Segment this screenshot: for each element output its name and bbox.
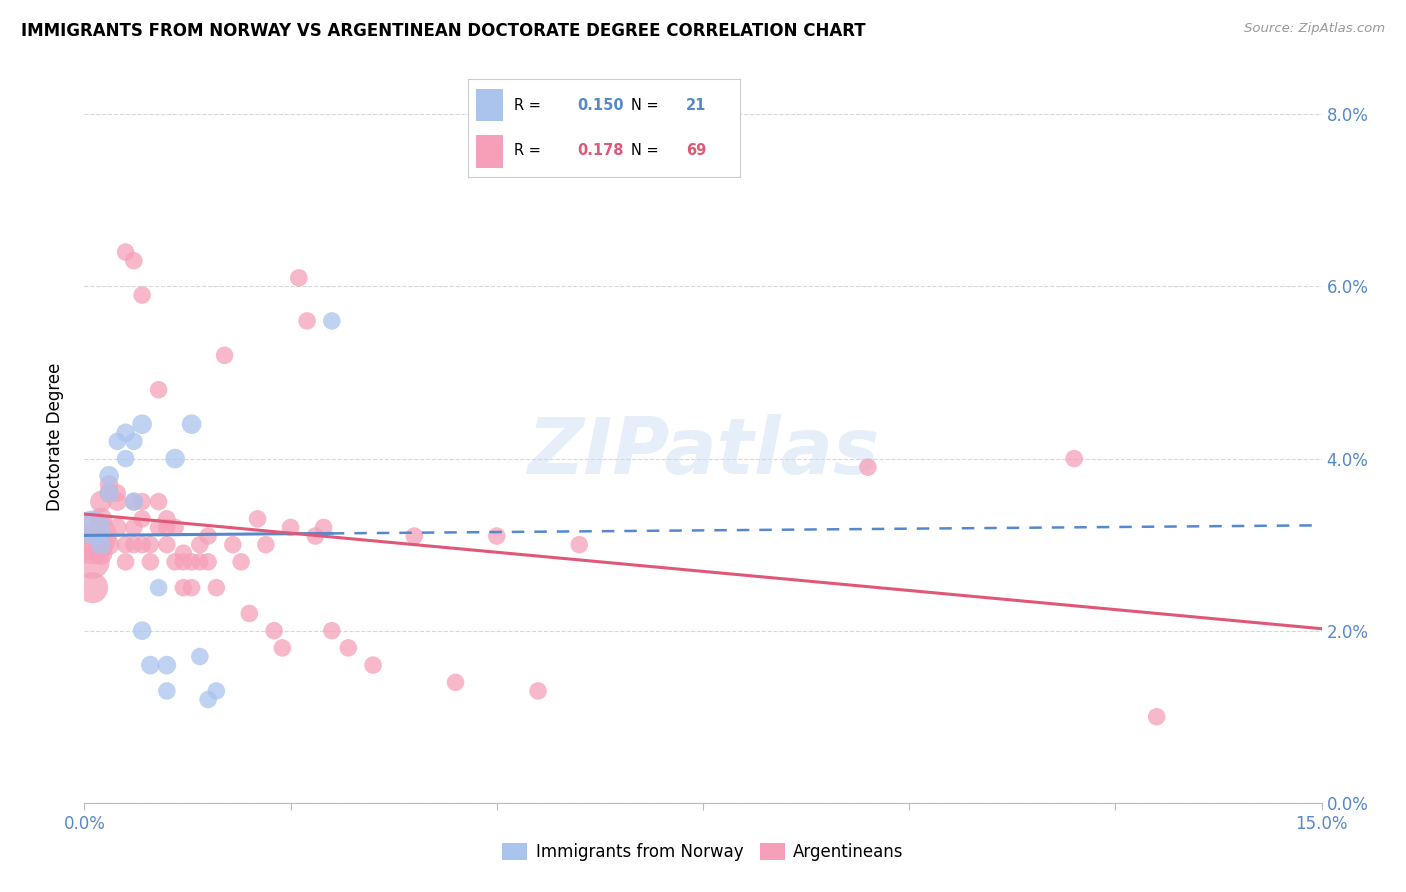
Point (131, 512, 153, 526)
Text: Source: ZipAtlas.com: Source: ZipAtlas.com (1244, 22, 1385, 36)
Point (304, 529, 326, 543)
Point (271, 640, 294, 655)
Point (295, 314, 318, 328)
Point (205, 581, 228, 595)
Point (180, 555, 202, 569)
Point (165, 451, 187, 466)
Point (1146, 710, 1168, 724)
Point (568, 538, 591, 552)
Point (156, 658, 179, 673)
Point (172, 546, 194, 560)
Point (131, 538, 153, 552)
Point (114, 555, 136, 569)
Point (156, 520, 179, 534)
Point (205, 684, 228, 698)
Point (82, 538, 104, 552)
Point (139, 555, 162, 569)
Point (337, 640, 360, 655)
Point (238, 607, 260, 621)
Point (122, 538, 145, 552)
Point (188, 555, 211, 569)
Point (122, 253, 145, 268)
Point (197, 555, 219, 569)
Point (148, 520, 170, 534)
Point (180, 417, 202, 432)
Point (82, 520, 104, 534)
Point (90, 546, 112, 560)
Point (404, 529, 426, 543)
Point (139, 538, 162, 552)
Point (156, 538, 179, 552)
Text: IMMIGRANTS FROM NORWAY VS ARGENTINEAN DOCTORATE DEGREE CORRELATION CHART: IMMIGRANTS FROM NORWAY VS ARGENTINEAN DO… (21, 22, 866, 40)
Point (114, 245, 136, 260)
Point (131, 624, 153, 638)
Point (105, 486, 128, 500)
Point (321, 314, 343, 328)
Point (188, 538, 211, 552)
Point (122, 520, 145, 534)
Point (165, 520, 187, 534)
Point (105, 520, 128, 534)
Point (131, 494, 153, 508)
Point (288, 271, 311, 285)
Point (90, 512, 112, 526)
Point (114, 538, 136, 552)
Y-axis label: Doctorate Degree: Doctorate Degree (45, 363, 63, 511)
Point (246, 512, 269, 526)
Point (321, 624, 343, 638)
Point (98, 486, 121, 500)
Point (139, 658, 162, 673)
Point (105, 434, 128, 449)
Text: ZIPatlas: ZIPatlas (527, 414, 879, 490)
Point (172, 555, 194, 569)
Point (180, 581, 202, 595)
Point (527, 684, 550, 698)
Point (156, 684, 179, 698)
Point (122, 434, 145, 449)
Point (131, 417, 153, 432)
Point (263, 624, 285, 638)
Point (90, 538, 112, 552)
Point (444, 675, 467, 690)
Point (312, 520, 335, 534)
Point (148, 494, 170, 508)
Point (197, 692, 219, 706)
Point (82, 581, 104, 595)
Point (214, 348, 236, 362)
Point (148, 581, 170, 595)
Point (188, 649, 211, 664)
Point (156, 512, 179, 526)
Point (98, 486, 121, 500)
Point (98, 538, 121, 552)
Point (90, 538, 112, 552)
Point (82, 555, 104, 569)
Point (131, 288, 153, 302)
Point (82, 529, 104, 543)
Point (122, 494, 145, 508)
Point (485, 529, 508, 543)
Point (229, 555, 252, 569)
Point (148, 383, 170, 397)
Point (98, 468, 121, 483)
Point (1063, 451, 1085, 466)
Point (222, 538, 245, 552)
Point (122, 494, 145, 508)
Point (254, 538, 277, 552)
Point (105, 494, 128, 508)
Point (98, 477, 121, 491)
Point (172, 581, 194, 595)
Point (165, 555, 187, 569)
Point (90, 494, 112, 508)
Point (114, 451, 136, 466)
Point (280, 520, 302, 534)
Point (361, 658, 384, 673)
Point (114, 425, 136, 440)
Legend: Immigrants from Norway, Argentineans: Immigrants from Norway, Argentineans (495, 836, 911, 868)
Point (856, 460, 879, 475)
Point (197, 529, 219, 543)
